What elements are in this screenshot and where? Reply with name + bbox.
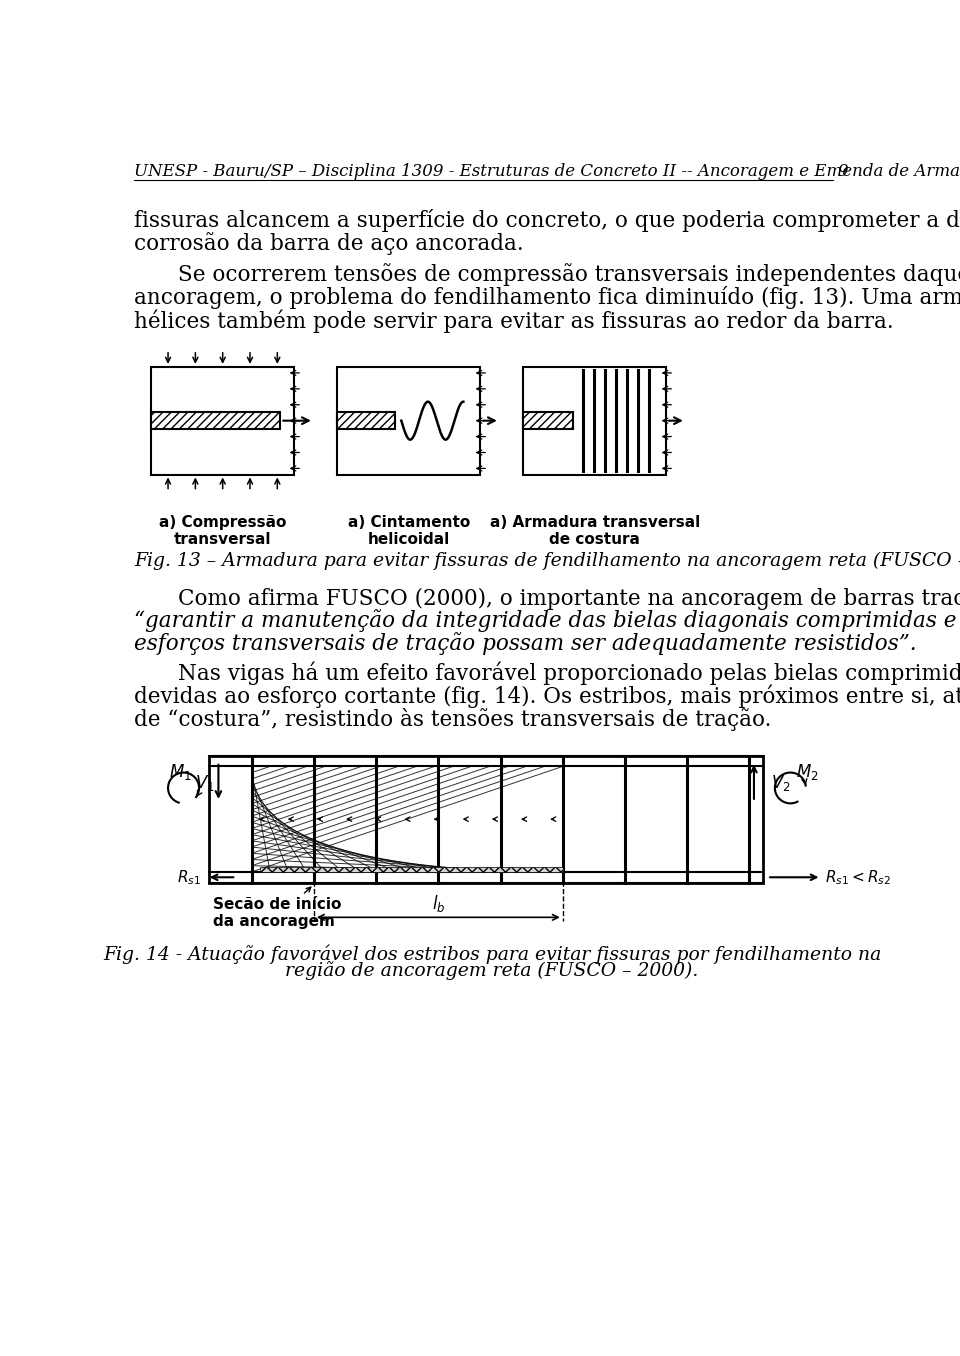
Text: ancoragem, o problema do fendilhamento fica diminuído (fig. 13). Uma armadura em: ancoragem, o problema do fendilhamento f…: [134, 286, 960, 309]
Text: esforços transversais de tração possam ser adequadamente resistidos”.: esforços transversais de tração possam s…: [134, 632, 917, 655]
Bar: [151, 412, 280, 430]
Text: $M_1$: $M_1$: [169, 762, 192, 782]
Text: $V_2$: $V_2$: [771, 773, 791, 792]
Bar: [337, 412, 396, 430]
Text: hélices também pode servir para evitar as fissuras ao redor da barra.: hélices também pode servir para evitar a…: [134, 309, 894, 332]
Text: “garantir a manutenção da integridade das bielas diagonais comprimidas e assegur: “garantir a manutenção da integridade da…: [134, 609, 960, 632]
Text: fissuras alcancem a superfície do concreto, o que poderia comprometer a durabili: fissuras alcancem a superfície do concre…: [134, 209, 960, 232]
Text: $M_2$: $M_2$: [796, 762, 818, 782]
Bar: [151, 412, 280, 430]
Text: $R_{s1}$: $R_{s1}$: [178, 869, 202, 887]
Text: $l_b$: $l_b$: [432, 894, 445, 914]
Bar: [151, 366, 295, 475]
Text: Nas vigas há um efeito favorável proporcionado pelas bielas comprimidas de concr: Nas vigas há um efeito favorável proporc…: [179, 662, 960, 685]
Text: Como afirma FUSCO (2000), o importante na ancoragem de barras tracionadas é: Como afirma FUSCO (2000), o importante n…: [179, 586, 960, 610]
Text: 9: 9: [838, 164, 849, 180]
Text: Fig. 13 – Armadura para evitar fissuras de fendilhamento na ancoragem reta (FUSC: Fig. 13 – Armadura para evitar fissuras …: [134, 552, 960, 570]
Text: Se ocorrerem tensões de compressão transversais independentes daquelas oriundas : Se ocorrerem tensões de compressão trans…: [179, 263, 960, 286]
Bar: [523, 412, 573, 430]
Text: Fig. 14 - Atuação favorável dos estribos para evitar fissuras por fendilhamento : Fig. 14 - Atuação favorável dos estribos…: [103, 944, 881, 964]
Text: corrosão da barra de aço ancorada.: corrosão da barra de aço ancorada.: [134, 232, 523, 255]
Text: região de ancoragem reta (FUSCO – 2000).: região de ancoragem reta (FUSCO – 2000).: [285, 961, 699, 980]
Bar: [523, 412, 573, 430]
Text: $R_{s1} < R_{s2}$: $R_{s1} < R_{s2}$: [826, 869, 891, 887]
Text: Secão de início
da ancoragem: Secão de início da ancoragem: [213, 896, 342, 929]
Text: devidas ao esforço cortante (fig. 14). Os estribos, mais próximos entre si, atua: devidas ao esforço cortante (fig. 14). O…: [134, 685, 960, 708]
Bar: [523, 366, 666, 475]
Bar: [209, 755, 763, 883]
Text: a) Cintamento
helicoidal: a) Cintamento helicoidal: [348, 515, 469, 546]
Text: de “costura”, resistindo às tensões transversais de tração.: de “costura”, resistindo às tensões tran…: [134, 708, 771, 731]
Text: a) Armadura transversal
de costura: a) Armadura transversal de costura: [490, 515, 700, 546]
Text: UNESP - Bauru/SP – Disciplina 1309 - Estruturas de Concreto II -- Ancoragem e Em: UNESP - Bauru/SP – Disciplina 1309 - Est…: [134, 164, 960, 180]
Text: $V_1$: $V_1$: [195, 773, 215, 792]
Bar: [337, 366, 480, 475]
Text: a) Compressão
transversal: a) Compressão transversal: [159, 515, 286, 546]
Bar: [259, 868, 563, 872]
Bar: [337, 412, 396, 430]
